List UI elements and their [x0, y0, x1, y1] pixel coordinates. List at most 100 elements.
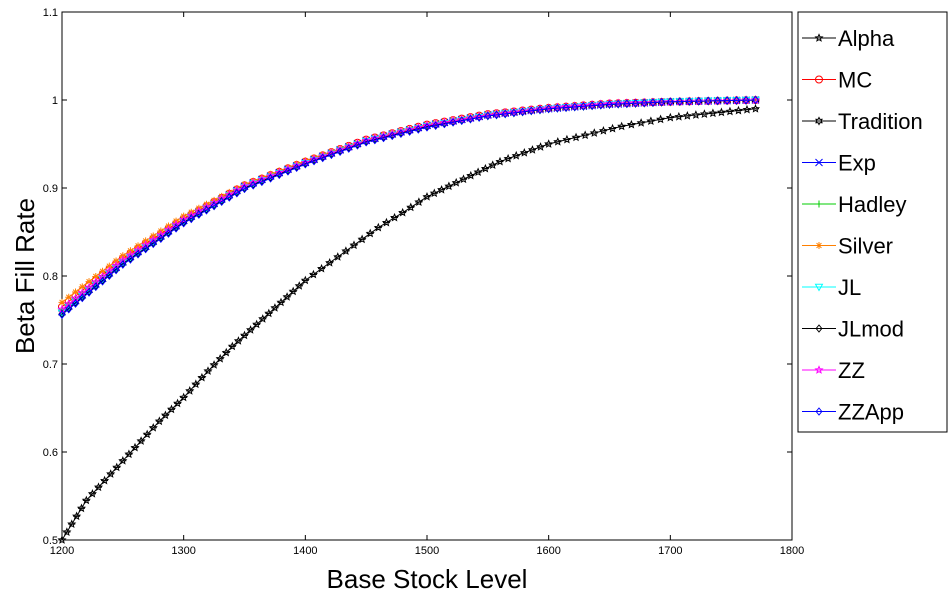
data-point: [666, 97, 674, 107]
data-point: [85, 288, 93, 297]
data-point: [553, 103, 561, 113]
legend-item-alpha: Alpha: [802, 26, 895, 51]
data-point: [526, 105, 536, 114]
data-point: [310, 156, 318, 166]
data-point: [203, 366, 213, 375]
legend-marker: [815, 116, 823, 126]
data-point: [708, 108, 718, 118]
data-point: [171, 219, 181, 229]
x-tick-label: 1400: [293, 545, 317, 557]
data-point: [105, 262, 113, 270]
data-point: [704, 96, 712, 106]
data-point: [300, 275, 310, 285]
data-point: [157, 234, 165, 244]
data-point: [124, 449, 134, 459]
data-point: [675, 96, 685, 106]
data-point: [134, 249, 142, 259]
data-point: [451, 177, 461, 187]
data-point: [674, 111, 684, 121]
data-point: [406, 202, 416, 212]
data-point: [288, 286, 298, 296]
data-point: [105, 271, 113, 281]
data-point: [224, 189, 234, 199]
data-point: [267, 174, 275, 183]
data-point: [639, 97, 649, 107]
data-point: [519, 147, 529, 157]
data-point: [484, 111, 492, 121]
data-point: [241, 184, 248, 194]
data-point: [432, 121, 440, 130]
data-point: [319, 153, 327, 163]
data-point: [604, 98, 615, 108]
x-tick-label: 1500: [415, 545, 439, 557]
data-point: [467, 114, 474, 124]
data-point: [684, 96, 694, 106]
data-point: [218, 197, 226, 207]
data-point: [148, 235, 158, 244]
data-point: [598, 125, 608, 135]
data-point: [646, 116, 656, 126]
y-tick-label: 0.9: [43, 183, 58, 195]
data-point: [92, 272, 100, 280]
axes-box: [61, 11, 793, 541]
data-point: [371, 133, 379, 141]
data-point: [217, 193, 227, 203]
legend-item-zzapp: ZZApp: [802, 400, 904, 425]
data-point: [209, 360, 219, 369]
data-point: [578, 100, 588, 110]
data-point: [597, 100, 605, 110]
data-point: [257, 174, 267, 184]
data-point: [580, 130, 590, 140]
data-point: [527, 106, 535, 116]
legend-marker: [815, 242, 823, 249]
legend-item-exp: Exp: [802, 151, 876, 176]
data-point: [99, 267, 107, 275]
legend-label: ZZ: [838, 358, 865, 383]
data-point: [380, 133, 387, 143]
data-point: [67, 519, 77, 529]
data-point: [656, 114, 666, 124]
data-point: [92, 282, 100, 292]
data-point: [588, 101, 596, 110]
data-point: [466, 170, 476, 180]
legend-item-tradition: Tradition: [802, 109, 923, 134]
data-point: [535, 142, 546, 151]
data-point: [414, 123, 422, 131]
data-point: [225, 193, 233, 202]
data-point: [142, 429, 152, 439]
data-point: [733, 96, 741, 105]
data-point: [406, 127, 414, 136]
data-point: [154, 416, 164, 426]
legend-item-jlmod: JLmod: [802, 317, 904, 342]
data-point: [422, 192, 432, 201]
data-point: [501, 109, 509, 119]
data-point: [742, 104, 752, 114]
data-point: [518, 106, 528, 115]
data-point: [165, 229, 172, 238]
data-point: [99, 276, 106, 286]
data-point: [371, 135, 379, 145]
data-point: [626, 119, 636, 129]
data-point: [276, 297, 286, 307]
x-axis-label: Base Stock Level: [327, 564, 528, 594]
data-point: [233, 188, 241, 198]
legend-marker: [815, 407, 823, 416]
data-point: [474, 111, 484, 121]
data-point: [380, 131, 388, 139]
data-point: [440, 118, 448, 126]
data-point: [349, 240, 359, 250]
data-point: [58, 298, 66, 306]
data-point: [327, 150, 335, 160]
data-point: [258, 177, 266, 187]
data-point: [752, 95, 759, 105]
data-point: [81, 495, 91, 505]
data-point: [733, 105, 744, 115]
data-point: [519, 107, 527, 117]
x-tick-label: 1200: [50, 545, 74, 557]
data-point: [203, 206, 210, 215]
data-point: [423, 121, 431, 129]
legend-marker: [814, 283, 824, 292]
legend-label: JLmod: [838, 317, 904, 342]
data-point: [57, 535, 67, 544]
legend-item-zz: ZZ: [802, 358, 865, 383]
